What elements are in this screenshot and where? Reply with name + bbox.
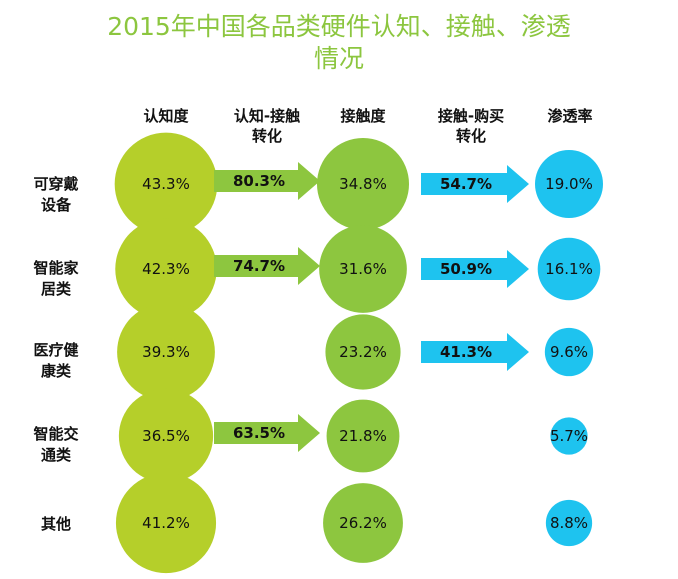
header-contact: 接触度	[340, 107, 386, 125]
awareness-contact-label-wearable: 80.3%	[233, 172, 285, 190]
penetration-label-wearable: 19.0%	[545, 175, 593, 193]
header-awareness: 认知度	[143, 107, 189, 125]
header-contact-to-buy-line2: 转化	[455, 127, 486, 145]
awareness-contact-arrow-transport	[214, 414, 320, 452]
awareness-contact-arrow-smart-home	[214, 247, 320, 285]
penetration-bubble-other	[545, 499, 593, 547]
awareness-contact-label-transport: 63.5%	[233, 424, 285, 442]
chart-title-line1: 2015年中国各品类硬件认知、接触、渗透	[107, 12, 571, 41]
contact-purchase-label-wearable: 54.7%	[440, 175, 492, 193]
penetration-label-health: 9.6%	[550, 343, 588, 361]
awareness-contact-arrow-wearable	[214, 162, 320, 200]
awareness-bubble-health	[117, 303, 215, 401]
awareness-label-wearable: 43.3%	[142, 175, 190, 193]
header-awareness-to-contact-line1: 认知-接触	[233, 107, 301, 125]
contact-label-smart-home: 31.6%	[339, 260, 387, 278]
contact-label-transport: 21.8%	[339, 427, 387, 445]
contact-bubble-health	[325, 314, 401, 390]
row-label-transport-line2: 通类	[40, 446, 71, 464]
contact-purchase-label-health: 41.3%	[440, 343, 492, 361]
contact-purchase-label-smart-home: 50.9%	[440, 260, 492, 278]
awareness-label-smart-home: 42.3%	[142, 260, 190, 278]
chart-title-line2: 情况	[313, 44, 364, 73]
awareness-label-other: 41.2%	[142, 514, 190, 532]
row-label-wearable-line1: 可穿戴	[33, 175, 79, 193]
contact-purchase-arrow-smart-home	[421, 250, 529, 288]
penetration-label-smart-home: 16.1%	[545, 260, 593, 278]
awareness-bubble-transport	[118, 388, 214, 484]
penetration-label-other: 8.8%	[550, 514, 588, 532]
awareness-label-health: 39.3%	[142, 343, 190, 361]
awareness-bubble-wearable	[114, 132, 218, 236]
row-label-smart-home-line2: 居类	[40, 280, 71, 298]
row-label-health-line1: 医疗健	[33, 341, 79, 359]
awareness-bubble-other	[115, 472, 217, 574]
penetration-bubble-wearable	[535, 150, 603, 218]
awareness-label-transport: 36.5%	[142, 427, 190, 445]
awareness-bubble-smart-home	[115, 218, 217, 320]
contact-purchase-arrow-health	[421, 333, 529, 371]
penetration-label-transport: 5.7%	[550, 427, 588, 445]
row-label-health-line2: 康类	[40, 362, 71, 380]
row-label-other: 其他	[40, 515, 71, 533]
contact-label-other: 26.2%	[339, 514, 387, 532]
row-label-smart-home-line1: 智能家	[33, 259, 79, 277]
header-awareness-to-contact-line2: 转化	[251, 127, 282, 145]
penetration-bubble-transport	[550, 417, 588, 455]
contact-bubble-smart-home	[319, 225, 407, 313]
contact-bubble-transport	[326, 399, 400, 473]
row-label-transport-line1: 智能交	[33, 425, 79, 443]
contact-bubble-other	[323, 483, 403, 563]
header-penetration: 渗透率	[547, 107, 593, 125]
contact-purchase-arrow-wearable	[421, 165, 529, 203]
contact-label-health: 23.2%	[339, 343, 387, 361]
penetration-bubble-smart-home	[537, 237, 601, 301]
awareness-contact-label-smart-home: 74.7%	[233, 257, 285, 275]
row-label-wearable-line2: 设备	[40, 196, 71, 214]
contact-label-wearable: 34.8%	[339, 175, 387, 193]
contact-bubble-wearable	[316, 137, 410, 231]
penetration-bubble-health	[544, 327, 594, 377]
header-contact-to-buy-line1: 接触-购买	[437, 107, 505, 125]
